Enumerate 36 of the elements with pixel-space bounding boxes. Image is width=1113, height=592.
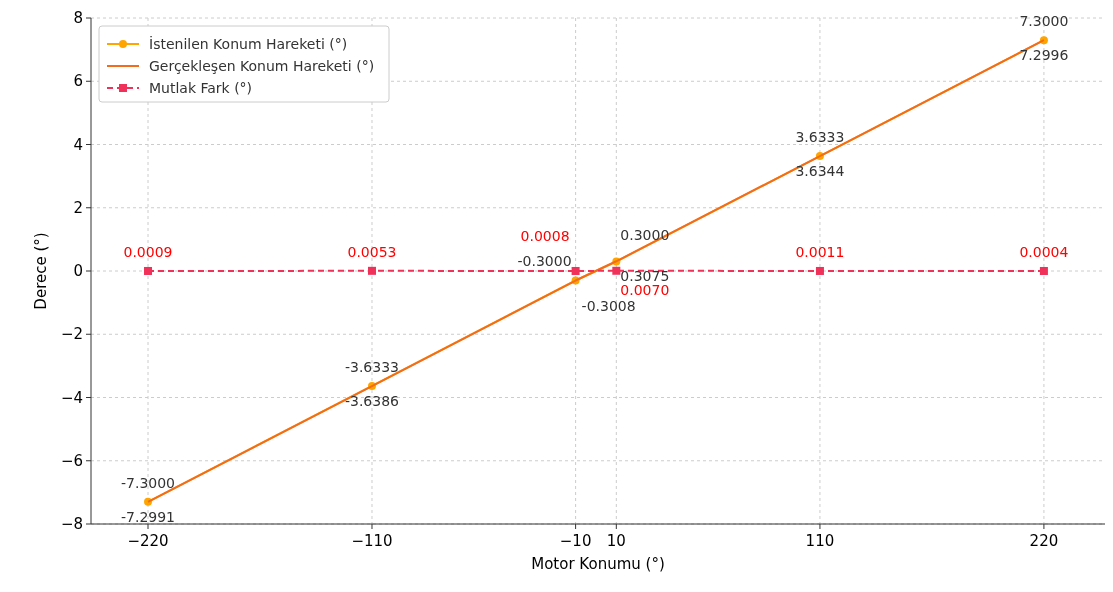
y-tick-label: −8	[60, 515, 83, 533]
data-label: 7.3000	[1019, 13, 1069, 30]
data-label: 0.0008	[520, 227, 570, 244]
legend-label: Mutlak Fark (°)	[149, 80, 253, 96]
data-label: 0.0053	[347, 243, 397, 260]
y-tick-label: 4	[73, 135, 83, 154]
data-label: -7.2991	[120, 508, 176, 525]
y-axis-title: Derece (°)	[32, 232, 50, 310]
data-label: 7.2996	[1019, 47, 1069, 64]
data-label: 3.6344	[795, 163, 845, 180]
y-tick-label: −6	[60, 451, 83, 470]
x-tick-label: −110	[351, 532, 393, 550]
data-label: -7.3000	[120, 474, 176, 491]
x-axis-title: Motor Konumu (°)	[531, 555, 665, 573]
data-label: -0.3008	[581, 297, 636, 314]
y-tick-label: −2	[60, 325, 83, 344]
y-tick-label: 8	[73, 9, 83, 27]
data-label: 0.0009	[123, 243, 173, 260]
data-label: 0.0011	[795, 243, 845, 260]
x-tick-label: −220	[127, 532, 169, 550]
data-label: -3.6386	[344, 393, 400, 410]
data-label: -3.6333	[344, 358, 400, 375]
legend-label: Gerçekleşen Konum Hareketi (°)	[149, 58, 375, 74]
x-tick-label: 220	[1029, 532, 1059, 550]
y-tick-label: −4	[60, 388, 83, 407]
y-tick-label: 6	[73, 72, 83, 91]
y-tick-label: 0	[73, 262, 83, 280]
data-label: 0.3000	[620, 226, 670, 243]
y-tick-label: 2	[73, 198, 83, 217]
x-tick-label: −10	[559, 532, 592, 550]
legend-label: İstenilen Konum Hareketi (°)	[149, 35, 348, 52]
x-tick-label: 110	[805, 532, 835, 550]
x-tick-label: 10	[606, 532, 626, 550]
data-label: 3.6333	[795, 129, 845, 146]
data-label: -0.3000	[517, 253, 572, 270]
data-label: 0.0004	[1019, 243, 1069, 260]
